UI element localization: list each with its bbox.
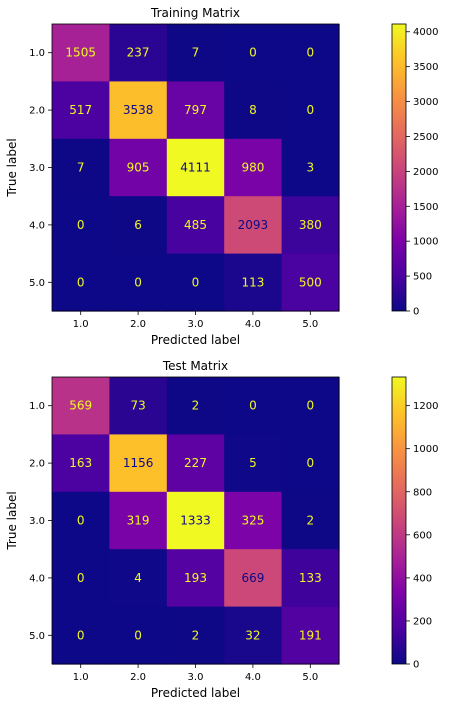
x-tick-label: 1.0	[73, 672, 89, 683]
cell-value-label: 7	[192, 46, 200, 60]
y-tick-label: 3.0	[29, 516, 45, 527]
colorbar-tick-label: 800	[413, 487, 432, 498]
chart-title: Test Matrix	[162, 359, 228, 373]
cell-value-label: 113	[241, 275, 264, 289]
x-tick-label: 3.0	[188, 319, 204, 330]
cell-value-label: 905	[127, 161, 150, 175]
x-tick-label: 4.0	[245, 319, 261, 330]
cell-value-label: 0	[134, 275, 142, 289]
cell-value-label: 4111	[180, 161, 211, 175]
cell-value-label: 1156	[123, 456, 154, 470]
cell-value-label: 73	[130, 399, 145, 413]
colorbar-tick-label: 200	[413, 616, 432, 627]
x-tick-label: 3.0	[188, 672, 204, 683]
cell-value-label: 237	[127, 46, 150, 60]
cell-value-label: 0	[77, 275, 85, 289]
colorbar-tick-label: 0	[413, 660, 419, 671]
cell-value-label: 380	[299, 218, 322, 232]
cell-value-label: 0	[134, 628, 142, 642]
cell-value-label: 319	[127, 514, 150, 528]
y-tick-label: 2.0	[29, 459, 45, 470]
cell-value-label: 669	[241, 571, 264, 585]
colorbar-tick-label: 400	[413, 573, 432, 584]
y-axis-label: True label	[5, 491, 19, 550]
cell-value-label: 0	[306, 399, 314, 413]
cell-value-label: 980	[241, 161, 264, 175]
x-tick-label: 2.0	[130, 319, 146, 330]
cell-value-label: 485	[184, 218, 207, 232]
cell-value-label: 500	[299, 275, 322, 289]
cell-value-label: 0	[77, 571, 85, 585]
cell-value-label: 0	[249, 399, 257, 413]
x-axis-label: Predicted label	[151, 333, 240, 347]
x-tick-label: 1.0	[73, 319, 89, 330]
y-tick-label: 5.0	[29, 631, 45, 642]
y-tick-label: 1.0	[29, 48, 45, 59]
x-tick-label: 5.0	[302, 319, 318, 330]
cell-value-label: 0	[192, 275, 200, 289]
cell-value-label: 3	[306, 161, 314, 175]
y-tick-label: 3.0	[29, 163, 45, 174]
cell-value-label: 517	[69, 103, 92, 117]
cell-value-label: 163	[69, 456, 92, 470]
cell-value-label: 0	[306, 46, 314, 60]
cell-value-label: 0	[306, 456, 314, 470]
cell-value-label: 2093	[238, 218, 269, 232]
colorbar-tick-label: 0	[413, 307, 419, 318]
cell-value-label: 4	[134, 571, 142, 585]
colorbar-tick-label: 1200	[413, 401, 438, 412]
y-axis-label: True label	[5, 138, 19, 197]
x-tick-label: 5.0	[302, 672, 318, 683]
cell-value-label: 3538	[123, 103, 154, 117]
cell-value-label: 193	[184, 571, 207, 585]
y-tick-label: 2.0	[29, 106, 45, 117]
cell-value-label: 32	[245, 628, 260, 642]
cell-value-label: 133	[299, 571, 322, 585]
cell-value-label: 0	[249, 46, 257, 60]
cell-value-label: 2	[306, 514, 314, 528]
y-tick-label: 1.0	[29, 401, 45, 412]
cell-value-label: 325	[241, 514, 264, 528]
colorbar	[392, 377, 406, 664]
x-axis-label: Predicted label	[151, 686, 240, 700]
cell-value-label: 7	[77, 161, 85, 175]
cell-value-label: 0	[306, 103, 314, 117]
cell-value-label: 8	[249, 103, 257, 117]
colorbar-tick-label: 1500	[413, 202, 438, 213]
cell-value-label: 227	[184, 456, 207, 470]
cell-value-label: 569	[69, 399, 92, 413]
cell-value-label: 797	[184, 103, 207, 117]
colorbar-tick-label: 3500	[413, 62, 438, 73]
colorbar-tick-label: 1000	[413, 444, 438, 455]
x-tick-label: 4.0	[245, 672, 261, 683]
cell-value-label: 2	[192, 399, 200, 413]
y-tick-label: 4.0	[29, 220, 45, 231]
cell-value-label: 1333	[180, 514, 211, 528]
cell-value-label: 0	[77, 514, 85, 528]
colorbar-tick-label: 3000	[413, 97, 438, 108]
colorbar-tick-label: 500	[413, 272, 432, 283]
confusion-matrix-1: Training Matrix 1505 237 7 0 0 517 3538 797 8 0 7 90…	[5, 6, 438, 347]
colorbar-tick-label: 4000	[413, 27, 438, 38]
y-tick-label: 5.0	[29, 278, 45, 289]
cell-value-label: 0	[77, 628, 85, 642]
colorbar-tick-label: 1000	[413, 237, 438, 248]
cell-value-label: 1505	[65, 46, 96, 60]
chart-title: Training Matrix	[150, 6, 240, 20]
cell-value-label: 2	[192, 628, 200, 642]
cell-value-label: 0	[77, 218, 85, 232]
cell-value-label: 6	[134, 218, 142, 232]
cell-value-label: 5	[249, 456, 257, 470]
cell-value-label: 191	[299, 628, 322, 642]
y-tick-label: 4.0	[29, 573, 45, 584]
x-tick-label: 2.0	[130, 672, 146, 683]
colorbar	[392, 24, 406, 311]
colorbar-tick-label: 2000	[413, 167, 438, 178]
colorbar-tick-label: 600	[413, 530, 432, 541]
colorbar-tick-label: 2500	[413, 132, 438, 143]
